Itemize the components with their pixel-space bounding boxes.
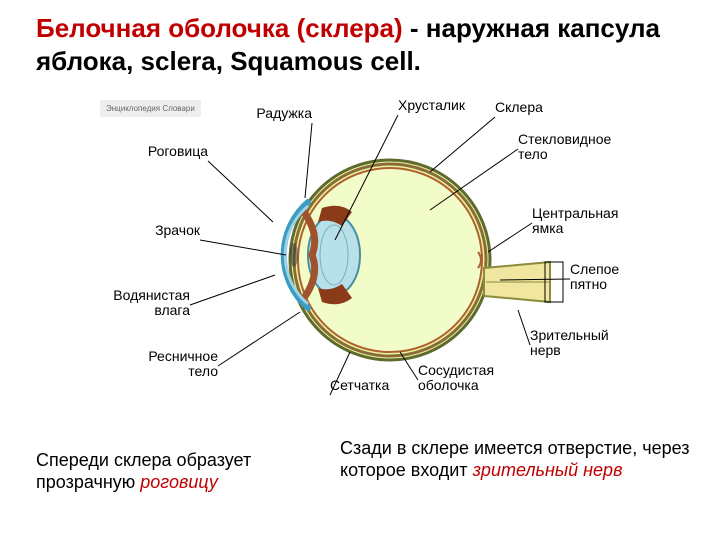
svg-text:Стекловидное: Стекловидное bbox=[518, 131, 611, 147]
caption-left-red: роговицу bbox=[140, 472, 218, 492]
svg-text:Радужка: Радужка bbox=[256, 105, 312, 121]
svg-text:Сетчатка: Сетчатка bbox=[330, 377, 389, 393]
svg-text:пятно: пятно bbox=[570, 276, 607, 292]
eye-diagram: Радужка Хрусталик Склера Роговица Стекловидн… bbox=[100, 100, 640, 410]
title-sep: - bbox=[403, 13, 426, 43]
svg-text:Зрительный: Зрительный bbox=[530, 327, 609, 343]
svg-text:Склера: Склера bbox=[495, 100, 543, 115]
svg-text:оболочка: оболочка bbox=[418, 377, 479, 393]
svg-text:нерв: нерв bbox=[530, 342, 561, 358]
svg-text:Ресничное: Ресничное bbox=[148, 348, 218, 364]
svg-text:Центральная: Центральная bbox=[532, 205, 618, 221]
page-title: Белочная оболочка (склера) - наружная ка… bbox=[36, 12, 686, 77]
eye-svg: Радужка Хрусталик Склера Роговица Стекловидн… bbox=[100, 100, 640, 410]
caption-left: Спереди склера образует прозрачную рогов… bbox=[36, 450, 316, 493]
svg-text:тело: тело bbox=[188, 363, 218, 379]
svg-text:влага: влага bbox=[154, 302, 190, 318]
caption-right: Сзади в склере имеется отверстие, через … bbox=[340, 438, 700, 481]
svg-text:Сосудистая: Сосудистая bbox=[418, 362, 494, 378]
svg-text:Хрусталик: Хрусталик bbox=[398, 100, 466, 113]
title-red: Белочная оболочка (склера) bbox=[36, 13, 403, 43]
svg-text:Водянистая: Водянистая bbox=[113, 287, 190, 303]
svg-text:Зрачок: Зрачок bbox=[155, 222, 201, 238]
svg-text:Слепое: Слепое bbox=[570, 261, 619, 277]
svg-text:ямка: ямка bbox=[532, 220, 564, 236]
svg-text:тело: тело bbox=[518, 146, 548, 162]
svg-text:Роговица: Роговица bbox=[148, 143, 208, 159]
caption-right-red: зрительный нерв bbox=[473, 460, 623, 480]
